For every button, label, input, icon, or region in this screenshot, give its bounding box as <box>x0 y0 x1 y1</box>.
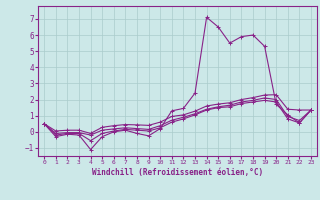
X-axis label: Windchill (Refroidissement éolien,°C): Windchill (Refroidissement éolien,°C) <box>92 168 263 177</box>
